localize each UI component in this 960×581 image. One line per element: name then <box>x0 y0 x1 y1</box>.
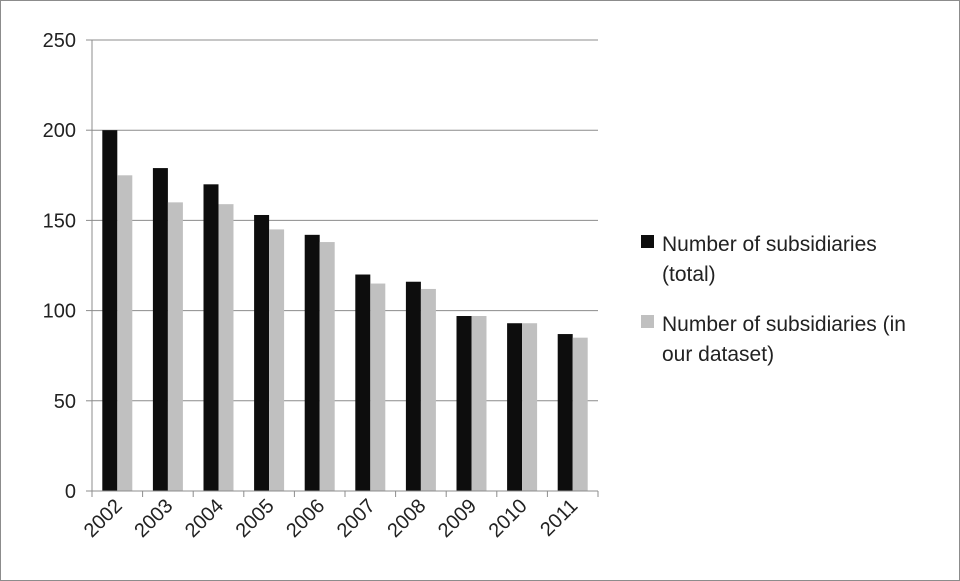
bar-total-2010 <box>507 323 523 491</box>
bar-dataset-2010 <box>522 323 538 491</box>
bars <box>102 130 588 492</box>
y-axis-ticks: 0 50 100 150 200 250 <box>43 30 92 503</box>
x-tick-label: 2010 <box>485 495 532 542</box>
bar-dataset-2006 <box>319 242 335 491</box>
bar-total-2009 <box>456 316 472 491</box>
legend-swatch-total <box>641 235 654 248</box>
bar-total-2004 <box>203 184 219 491</box>
bar-total-2011 <box>557 334 573 491</box>
bar-total-2008 <box>405 281 421 491</box>
bar-total-2003 <box>152 168 168 492</box>
y-tick-label: 250 <box>43 30 76 52</box>
bar-dataset-2007 <box>370 283 386 491</box>
bar-dataset-2009 <box>471 316 487 491</box>
legend-swatch-dataset <box>641 315 654 328</box>
x-tick-label: 2003 <box>130 495 177 542</box>
x-tick-label: 2008 <box>383 495 430 542</box>
bar-dataset-2005 <box>269 229 285 492</box>
x-tick-label: 2006 <box>282 495 329 542</box>
legend: Number of subsidiaries (total) Number of s… <box>641 233 906 366</box>
x-tick-label: 2011 <box>536 495 582 541</box>
bar-dataset-2002 <box>117 175 133 492</box>
x-tick-label: 2005 <box>232 495 279 542</box>
x-tick-label: 2007 <box>333 495 380 542</box>
bar-total-2007 <box>355 274 371 491</box>
bar-total-2006 <box>304 234 320 491</box>
bar-total-2005 <box>254 214 270 491</box>
y-tick-label: 200 <box>43 120 76 142</box>
y-tick-label: 50 <box>54 391 76 413</box>
x-tick-label: 2002 <box>80 495 127 542</box>
y-tick-label: 150 <box>43 210 76 232</box>
bar-dataset-2004 <box>218 204 234 491</box>
legend-label: our dataset) <box>662 343 774 366</box>
bar-dataset-2011 <box>572 337 588 491</box>
legend-label: (total) <box>662 263 716 286</box>
legend-label: Number of subsidiaries (in <box>662 313 906 336</box>
x-axis-ticks: 2002 2003 2004 2005 2006 2007 2008 2009 2010 2011 <box>80 491 599 542</box>
bar-dataset-2008 <box>420 288 436 491</box>
bar-total-2002 <box>102 130 118 491</box>
y-tick-label: 0 <box>65 481 76 503</box>
y-tick-label: 100 <box>43 301 76 323</box>
x-tick-label: 2004 <box>181 495 228 542</box>
bar-dataset-2003 <box>167 202 183 492</box>
x-tick-label: 2009 <box>434 495 481 542</box>
legend-label: Number of subsidiaries <box>662 233 877 256</box>
